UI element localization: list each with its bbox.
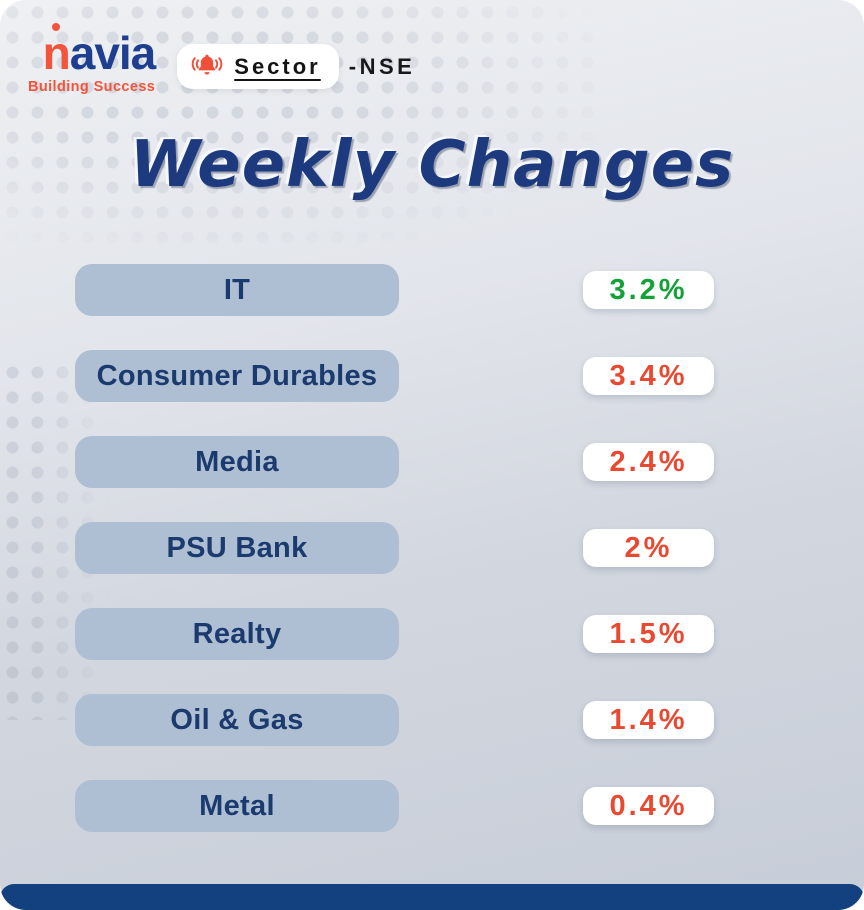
logo-letters-avia: avia (69, 27, 157, 79)
sector-badge-label: Sector (234, 53, 321, 79)
sector-change-list: IT 3.2% Consumer Durables 3.4% Media 2.4… (75, 264, 714, 832)
value-pill: 2% (583, 529, 714, 567)
sector-label-pill: IT (75, 264, 399, 316)
header: navia Building Success (28, 30, 836, 95)
value-pill: 3.4% (583, 357, 714, 395)
brand-logo: navia Building Success (28, 27, 157, 95)
sector-label-pill: Oil & Gas (75, 694, 399, 746)
brand-tagline: Building Success (28, 79, 156, 95)
logo-wordmark: navia (42, 27, 157, 79)
sector-row-media: Media 2.4% (75, 436, 714, 488)
value-pill: 2.4% (583, 443, 714, 481)
bell-alert-icon (189, 51, 225, 82)
sector-row-consumer-durables: Consumer Durables 3.4% (75, 350, 714, 402)
value-pill: 3.2% (583, 271, 714, 309)
sector-label-pill: Media (75, 436, 399, 488)
sector-row-realty: Realty 1.5% (75, 608, 714, 660)
sector-badge-group: Sector -NSE (177, 44, 415, 89)
sector-label-pill: PSU Bank (75, 522, 399, 574)
sector-row-it: IT 3.2% (75, 264, 714, 316)
sector-label-pill: Metal (75, 780, 399, 832)
sector-label-pill: Consumer Durables (75, 350, 399, 402)
sector-row-psu-bank: PSU Bank 2% (75, 522, 714, 574)
market-suffix-nse: -NSE (348, 53, 416, 79)
page-title: Weekly Changes (129, 128, 735, 202)
sector-label-pill: Realty (75, 608, 399, 660)
value-pill: 1.5% (583, 615, 714, 653)
logo-letter-n: n (42, 27, 71, 79)
footer-bar (0, 884, 864, 910)
sector-row-oil-gas: Oil & Gas 1.4% (75, 694, 714, 746)
value-pill: 1.4% (583, 701, 714, 739)
sector-badge: Sector (177, 44, 339, 89)
value-pill: 0.4% (583, 787, 714, 825)
sector-row-metal: Metal 0.4% (75, 780, 714, 832)
